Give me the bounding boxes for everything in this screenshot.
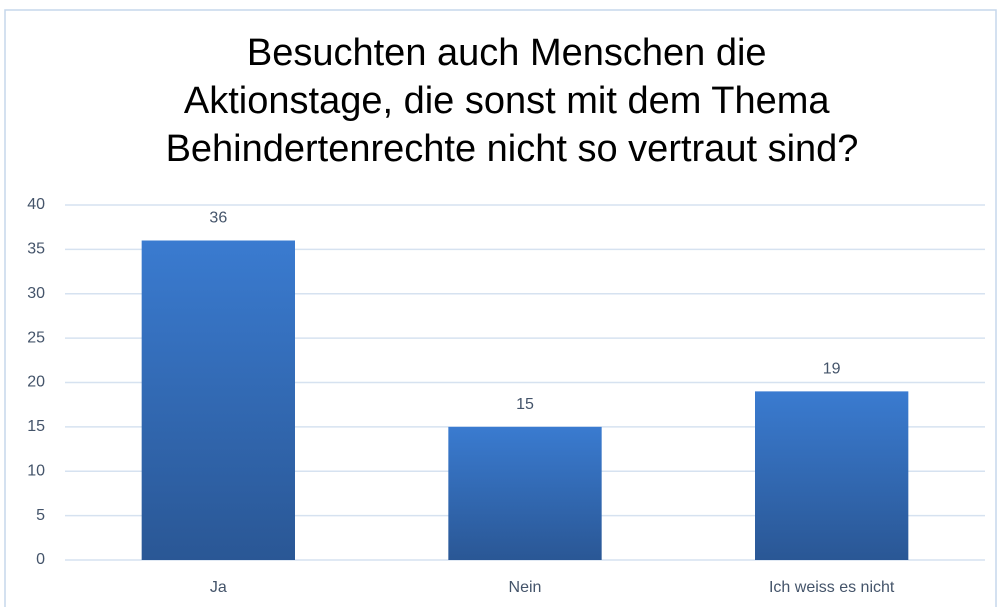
x-tick-label: Nein [509, 579, 542, 596]
x-tick-label: Ja [210, 579, 227, 596]
y-tick-label: 5 [36, 507, 45, 524]
bar [448, 426, 602, 560]
data-label: 19 [823, 361, 841, 378]
y-tick-label: 0 [36, 551, 45, 568]
y-tick-label: 20 [27, 374, 45, 391]
y-tick-label: 10 [27, 462, 45, 479]
y-tick-label: 35 [27, 241, 45, 258]
bar [755, 391, 909, 560]
y-tick-label: 40 [27, 196, 45, 213]
chart-title: Besuchten auch Menschen die Aktionstage,… [166, 32, 859, 170]
x-tick-label: Ich weiss es nicht [769, 579, 895, 596]
title-line: Besuchten auch Menschen die [247, 32, 767, 74]
data-label: 36 [209, 210, 227, 227]
y-tick-label: 15 [27, 418, 45, 435]
title-line: Behindertenrechte nicht so vertraut sind… [166, 128, 859, 170]
y-tick-label: 30 [27, 285, 45, 302]
data-label: 15 [516, 396, 534, 413]
bar [141, 240, 295, 560]
title-line: Aktionstage, die sonst mit dem Thema [184, 80, 830, 122]
y-tick-label: 25 [27, 329, 45, 346]
